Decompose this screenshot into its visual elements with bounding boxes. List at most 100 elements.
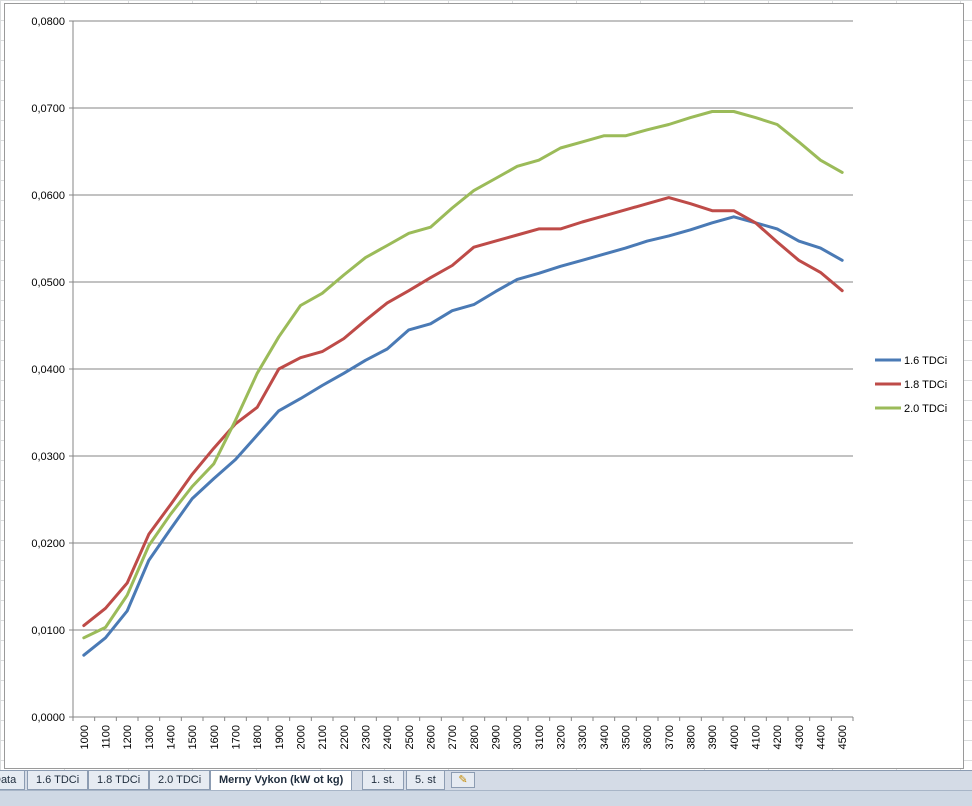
data-point <box>472 246 475 249</box>
data-point <box>169 513 172 516</box>
data-point <box>494 177 497 180</box>
data-point <box>299 304 302 307</box>
data-point <box>732 209 735 212</box>
data-point <box>451 207 454 210</box>
x-tick-label: 2900 <box>491 725 503 749</box>
data-point <box>386 244 389 247</box>
y-tick-label: 0,0200 <box>31 538 65 550</box>
data-point <box>169 503 172 506</box>
data-point <box>776 123 779 126</box>
insert-sheet-icon[interactable]: ✎ <box>451 772 475 788</box>
data-point <box>407 328 410 331</box>
data-point <box>754 116 757 119</box>
x-tick-label: 4000 <box>729 725 741 749</box>
y-tick-label: 0,0300 <box>31 451 65 463</box>
data-point <box>646 202 649 205</box>
data-point <box>147 533 150 536</box>
tab-merny-vykon[interactable]: Merny Vykon (kW ot kg) <box>210 771 353 791</box>
x-tick-label: 4500 <box>837 725 849 749</box>
data-point <box>841 171 844 174</box>
x-tick-label: 3500 <box>621 725 633 749</box>
series-line-2-0-tdci <box>82 110 844 640</box>
data-point <box>819 271 822 274</box>
data-point <box>667 196 670 199</box>
data-point <box>624 247 627 250</box>
data-point <box>212 462 215 465</box>
data-point <box>537 272 540 275</box>
data-point <box>646 128 649 131</box>
x-tick-label: 1900 <box>274 725 286 749</box>
data-point <box>386 301 389 304</box>
data-point <box>819 159 822 162</box>
x-tick-label: 2700 <box>447 725 459 749</box>
data-point <box>321 384 324 387</box>
chart-area[interactable]: 0,0000 0,0100 0,0200 0,0300 0,0400 0,0500 0,06… <box>4 3 964 769</box>
data-point <box>191 497 194 500</box>
data-point <box>494 290 497 293</box>
data-point <box>147 544 150 547</box>
series-line-1-6-tdci <box>82 215 844 657</box>
x-tick-label: 3400 <box>599 725 611 749</box>
data-point <box>256 372 259 375</box>
data-point <box>516 278 519 281</box>
data-point <box>126 594 129 597</box>
y-tick-label: 0,0800 <box>31 16 65 28</box>
data-point <box>646 240 649 243</box>
tab-5-st[interactable]: 5. st <box>406 771 445 790</box>
data-point <box>277 335 280 338</box>
data-point <box>82 636 85 639</box>
data-point <box>364 256 367 259</box>
data-point <box>277 368 280 371</box>
data-point <box>321 350 324 353</box>
data-point <box>624 134 627 137</box>
data-point <box>451 309 454 312</box>
x-tick-label: 3800 <box>686 725 698 749</box>
data-point <box>602 214 605 217</box>
data-point <box>732 110 735 113</box>
data-point <box>82 624 85 627</box>
status-strip <box>0 790 972 806</box>
x-tick-label: 2800 <box>469 725 481 749</box>
data-point <box>429 322 432 325</box>
data-point <box>147 559 150 562</box>
data-point <box>732 215 735 218</box>
data-point <box>624 208 627 211</box>
x-tick-label: 1300 <box>144 725 156 749</box>
tab-1-st[interactable]: 1. st. <box>362 771 404 790</box>
data-point <box>667 123 670 126</box>
data-point <box>516 165 519 168</box>
y-tick-label: 0,0000 <box>31 712 65 724</box>
data-point <box>689 116 692 119</box>
x-tick-label: 2200 <box>339 725 351 749</box>
data-point <box>256 406 259 409</box>
tab-1-6-tdci[interactable]: 1.6 TDCi <box>27 771 89 790</box>
x-tick-label: 3000 <box>512 725 524 749</box>
data-point <box>104 636 107 639</box>
line-chart: 0,0000 0,0100 0,0200 0,0300 0,0400 0,0500 0,06… <box>31 16 947 749</box>
tab-2-0-tdci[interactable]: 2.0 TDCi <box>149 771 211 790</box>
data-point <box>234 458 237 461</box>
x-tick-label: 4100 <box>751 725 763 749</box>
data-point <box>82 654 85 657</box>
data-point <box>342 274 345 277</box>
data-point <box>602 134 605 137</box>
data-point <box>581 140 584 143</box>
data-point <box>472 189 475 192</box>
data-point <box>451 264 454 267</box>
tab-1-8-tdci[interactable]: 1.8 TDCi <box>88 771 150 790</box>
y-tick-label: 0,0700 <box>31 103 65 115</box>
data-point <box>191 485 194 488</box>
x-tick-label: 4200 <box>772 725 784 749</box>
x-tick-label: 3700 <box>664 725 676 749</box>
x-tick-label: 1600 <box>209 725 221 749</box>
sheet-tab-bar: Data 1.6 TDCi 1.8 TDCi 2.0 TDCi Merny Vy… <box>0 770 972 791</box>
y-tick-label: 0,0100 <box>31 625 65 637</box>
data-point <box>386 347 389 350</box>
data-point <box>472 303 475 306</box>
data-point <box>407 289 410 292</box>
x-tick-label: 3900 <box>707 725 719 749</box>
data-point <box>776 227 779 230</box>
tab-data[interactable]: Data <box>0 771 26 790</box>
data-point <box>559 227 562 230</box>
data-point <box>364 319 367 322</box>
